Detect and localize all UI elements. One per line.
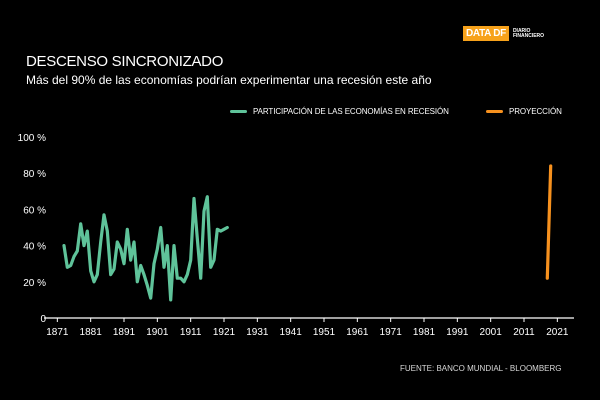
- logo-sub: DIARIO FINANCIERO: [512, 27, 545, 39]
- x-tick-label: 1991: [446, 327, 469, 338]
- legend-swatch-recession: [230, 110, 247, 113]
- y-tick-label: 40 %: [23, 242, 46, 253]
- x-tick-label: 1871: [46, 327, 69, 338]
- y-tick-label: 20 %: [23, 278, 46, 289]
- y-tick-label: 0: [40, 314, 46, 325]
- x-tick-label: 1921: [213, 327, 236, 338]
- x-tick-label: 2001: [480, 327, 503, 338]
- axes: 1871 1881 1891 1901 1911 1921 1931 1941 1951 1961…: [18, 133, 574, 338]
- y-tick-label: 100 %: [18, 133, 46, 144]
- logo: DATA DF DIARIO FINANCIERO: [463, 26, 544, 41]
- x-tick-label: 1881: [80, 327, 103, 338]
- chart-subtitle: Más del 90% de las economías podrían exp…: [26, 73, 432, 87]
- logo-sub-line2: FINANCIERO: [512, 32, 545, 39]
- x-tick-label: 2011: [513, 327, 535, 338]
- x-tick-label: 1941: [280, 327, 303, 338]
- logo-sub-line1: DIARIO: [512, 27, 531, 34]
- chart-title: DESCENSO SINCRONIZADO: [26, 53, 224, 70]
- series-layer: [62, 164, 553, 302]
- logo-main: DATA DF: [463, 26, 509, 41]
- x-tick-label: 1891: [113, 327, 136, 338]
- x-tick-label: 1981: [413, 327, 436, 338]
- x-tick-label: 1911: [180, 327, 202, 338]
- legend-swatch-projection: [486, 110, 503, 113]
- x-tick-label: 1931: [246, 327, 269, 338]
- legend-item-projection: PROYECCIÓN: [486, 107, 562, 116]
- x-tick-label: 1971: [380, 327, 403, 338]
- series-line-projection: [545, 164, 553, 280]
- y-tick-label: 60 %: [23, 205, 46, 216]
- legend-label-projection: PROYECCIÓN: [509, 107, 562, 116]
- y-tick-label: 80 %: [23, 169, 46, 180]
- x-tick-label: 2021: [546, 327, 569, 338]
- x-tick-label: 1951: [313, 327, 336, 338]
- series-line-recession: [62, 195, 229, 302]
- legend-label-recession: PARTICIPACIÓN DE LAS ECONOMÍAS EN RECESI…: [253, 107, 449, 116]
- legend-item-recession: PARTICIPACIÓN DE LAS ECONOMÍAS EN RECESI…: [230, 107, 449, 116]
- x-tick-label: 1961: [346, 327, 369, 338]
- x-tick-label: 1901: [146, 327, 169, 338]
- source-note: FUENTE: BANCO MUNDIAL - BLOOMBERG: [400, 364, 562, 373]
